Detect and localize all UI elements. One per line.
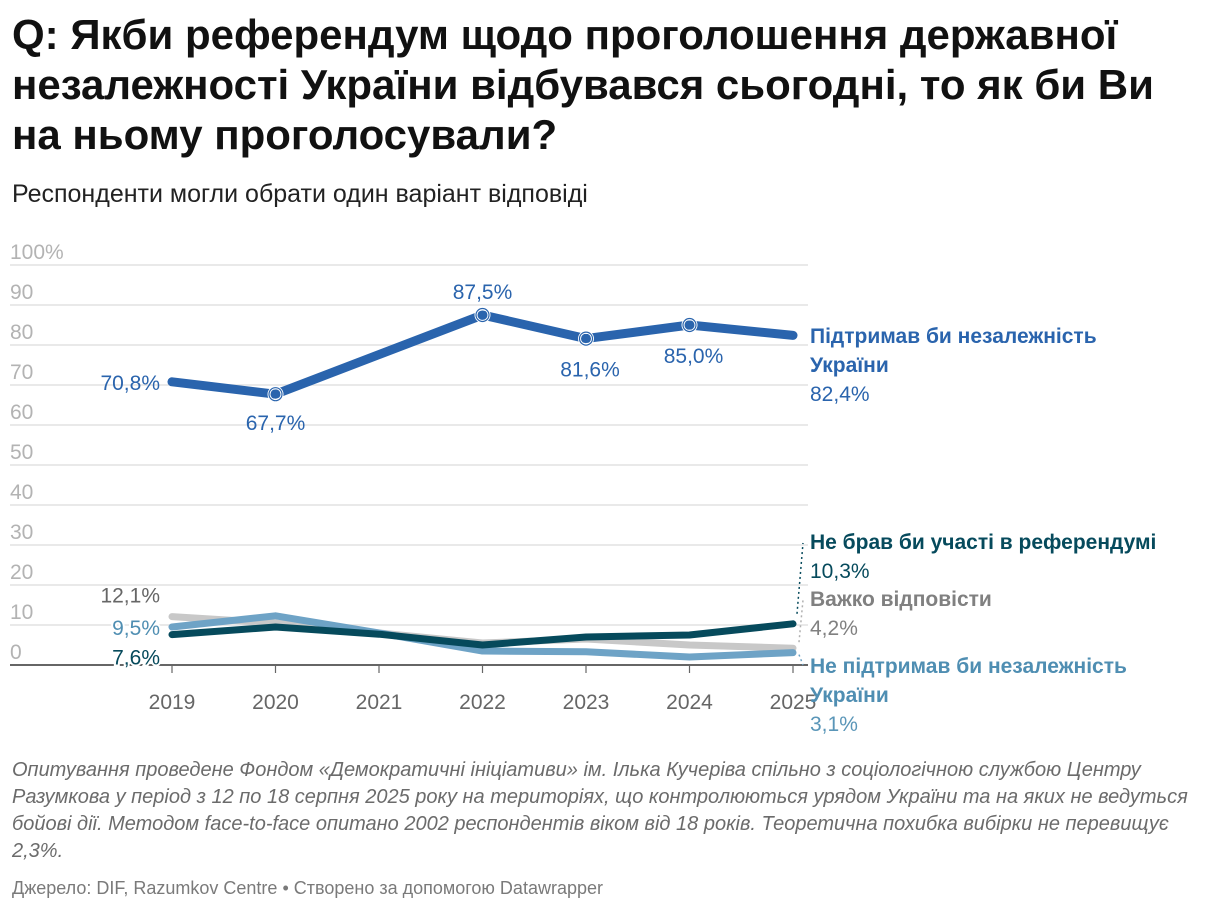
series-end-label: Не брав би участі в референдумі: [810, 531, 1156, 554]
x-tick-label: 2024: [666, 691, 713, 714]
point-marker: [578, 331, 594, 346]
y-tick-label: 70: [10, 361, 33, 384]
series-end-label: Важко відповісти: [810, 588, 992, 611]
series-end-value: 4,2%: [810, 617, 858, 640]
series-line: [168, 612, 797, 661]
label-connector: [796, 542, 804, 614]
series-end-label: України: [810, 354, 889, 377]
label-connector: [798, 599, 804, 643]
point-marker: [268, 387, 283, 402]
point-value-label: 67,7%: [246, 412, 306, 435]
point-value-label: 85,0%: [664, 345, 724, 368]
y-tick-label: 40: [10, 481, 33, 504]
y-tick-label: 100%: [10, 241, 64, 264]
point-value-label: 70,8%: [100, 372, 160, 395]
source-footer: Джерело: DIF, Razumkov Centre • Створено…: [12, 878, 603, 898]
x-tick-label: 2020: [252, 691, 299, 714]
series-line: [168, 620, 797, 649]
y-tick-label: 90: [10, 281, 33, 304]
y-tick-label: 80: [10, 321, 33, 344]
series-line: [167, 310, 798, 399]
y-tick-label: 0: [10, 641, 22, 664]
line-chart: 0 10 20 30 40 50 60 70 80 90 100% 2019 2020 2021 2022 2…: [10, 241, 1156, 736]
chart-title: Q: Якби референдум щодо проголошення дер…: [12, 11, 1154, 158]
y-tick-label: 30: [10, 521, 33, 544]
start-value-label: 9,5%: [112, 617, 160, 640]
series-end-label: України: [810, 684, 889, 707]
series-end-label: Підтримав би незалежність: [810, 325, 1097, 348]
chart-subtitle: Респонденти могли обрати один варіант ві…: [12, 180, 588, 208]
start-value-label: 7,6%: [112, 647, 160, 670]
start-value-label: 12,1%: [100, 585, 160, 608]
series-end-value: 3,1%: [810, 713, 858, 736]
series-end-value: 10,3%: [810, 560, 870, 583]
point-value-label: 87,5%: [453, 281, 513, 304]
point-value-label: 81,6%: [560, 359, 620, 382]
point-marker: [682, 317, 697, 333]
x-tick-label: 2022: [459, 691, 506, 714]
series-end-value: 82,4%: [810, 383, 870, 406]
y-tick-label: 10: [10, 601, 33, 624]
x-tick-label: 2019: [149, 691, 196, 714]
point-marker: [475, 307, 490, 323]
y-tick-label: 60: [10, 401, 33, 424]
y-tick-label: 50: [10, 441, 33, 464]
x-tick-label: 2025: [770, 691, 817, 714]
series-end-label: Не підтримав би незалежність: [810, 655, 1127, 678]
label-connector: [798, 654, 804, 666]
y-tick-label: 20: [10, 561, 33, 584]
x-tick-label: 2023: [563, 691, 610, 714]
x-tick-label: 2021: [356, 691, 403, 714]
methodology-note: Опитування проведене Фондом «Демократичн…: [12, 759, 1188, 862]
